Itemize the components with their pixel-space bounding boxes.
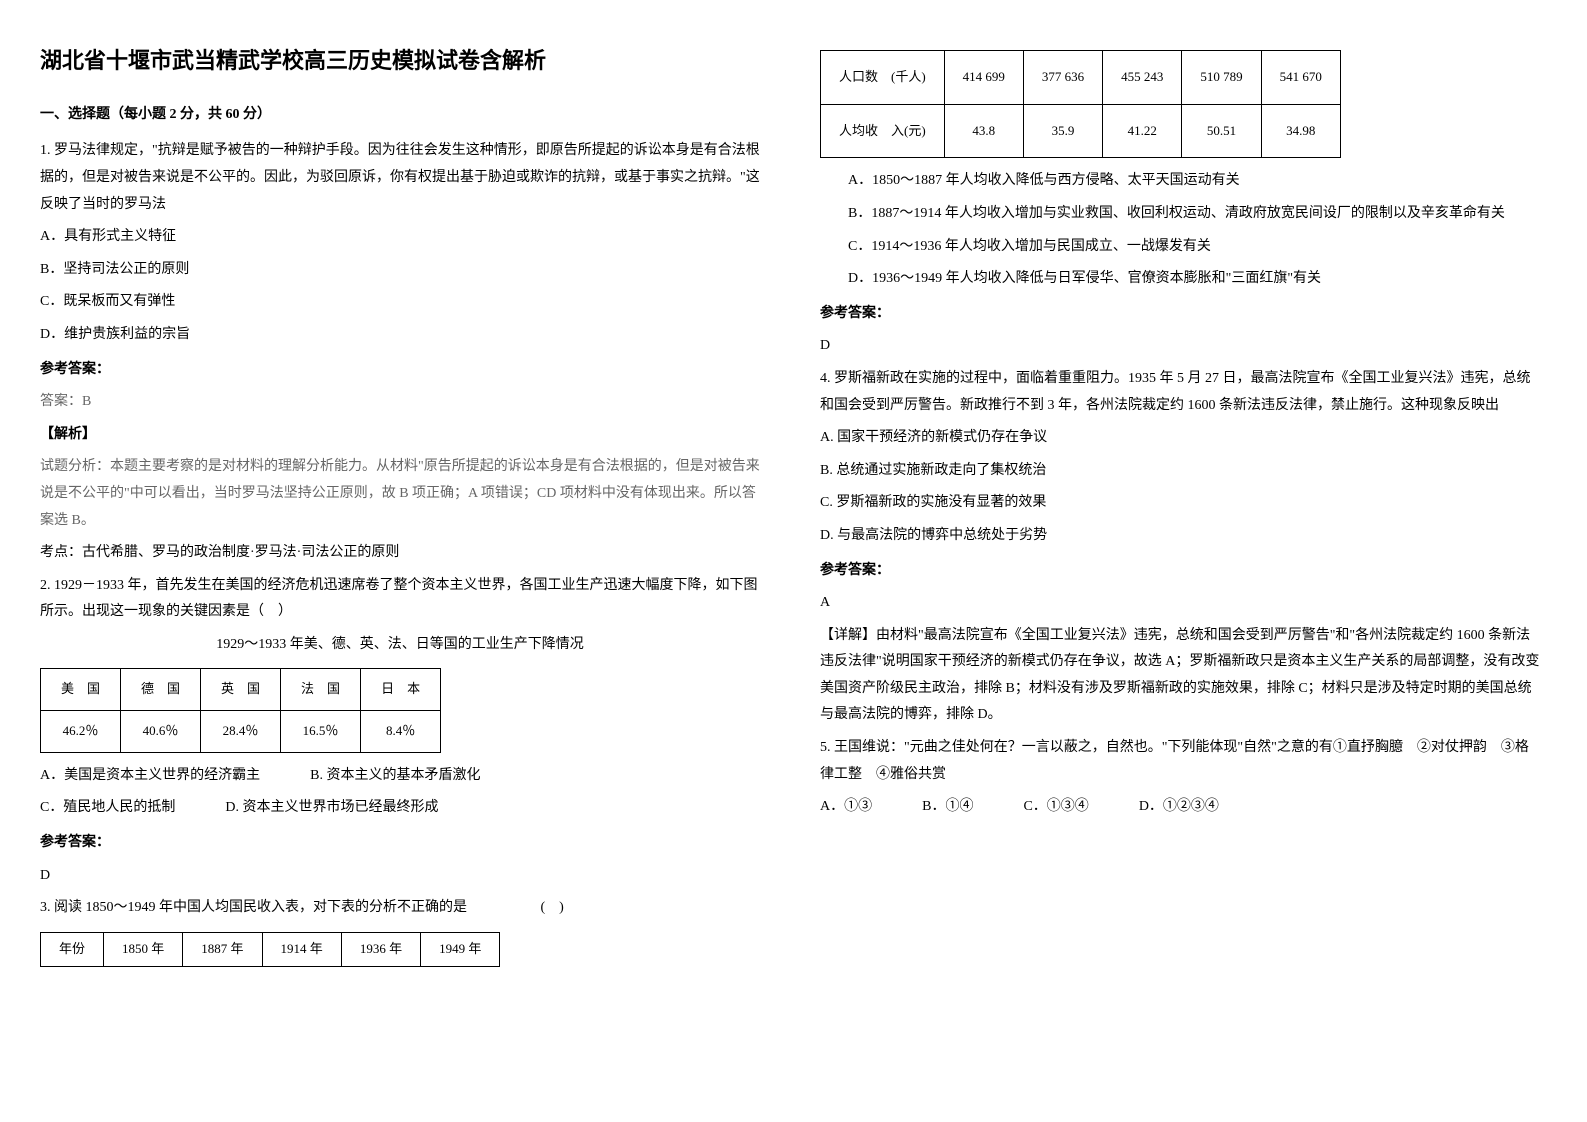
table-cell: 人口数 (千人) <box>821 51 945 105</box>
q2-table-title: 1929～1933 年美、德、英、法、日等国的工业生产下降情况 <box>40 632 760 659</box>
q2-option-a: A．美国是资本主义世界的经济霸主 <box>40 763 260 790</box>
q3-option-a: A．1850～1887 年人均收入降低与西方侵略、太平天国运动有关 <box>820 168 1540 195</box>
q1-parse-label: 【解析】 <box>40 422 760 449</box>
table-cell: 1936 年 <box>341 932 420 966</box>
q4-option-a: A. 国家干预经济的新模式仍存在争议 <box>820 425 1540 452</box>
q1-option-c: C．既呆板而又有弹性 <box>40 289 760 316</box>
q1-option-a: A．具有形式主义特征 <box>40 224 760 251</box>
section-title: 一、选择题（每小题 2 分，共 60 分） <box>40 102 760 129</box>
table-cell: 法 国 <box>281 669 361 711</box>
q2-option-d: D. 资本主义世界市场已经最终形成 <box>225 795 438 822</box>
table-row: 美 国 德 国 英 国 法 国 日 本 <box>41 669 441 711</box>
table-cell: 美 国 <box>41 669 121 711</box>
q4-option-c: C. 罗斯福新政的实施没有显著的效果 <box>820 490 1540 517</box>
q5-option-d: D．①②③④ <box>1139 794 1219 821</box>
table-cell: 455 243 <box>1103 51 1182 105</box>
q1-option-d: D．维护贵族利益的宗旨 <box>40 322 760 349</box>
q1-stem: 1. 罗马法律规定，"抗辩是赋予被告的一种辩护手段。因为往往会发生这种情形，即原… <box>40 138 760 218</box>
q4-answer-label: 参考答案： <box>820 558 1540 585</box>
q3-option-c: C．1914～1936 年人均收入增加与民国成立、一战爆发有关 <box>820 234 1540 261</box>
q3-option-b: B．1887～1914 年人均收入增加与实业救国、收回利权运动、清政府放宽民间设… <box>820 201 1540 228</box>
table-cell: 50.51 <box>1182 104 1261 158</box>
table-cell: 43.8 <box>944 104 1023 158</box>
table-cell: 德 国 <box>121 669 201 711</box>
table-cell: 510 789 <box>1182 51 1261 105</box>
table-cell: 34.98 <box>1261 104 1340 158</box>
q2-options-cd: C．殖民地人民的抵制 D. 资本主义世界市场已经最终形成 <box>40 795 760 822</box>
q5-option-c: C．①③④ <box>1023 794 1088 821</box>
table-row: 46.2％ 40.6％ 28.4％ 16.5％ 8.4％ <box>41 711 441 753</box>
table-row: 人口数 (千人) 414 699 377 636 455 243 510 789… <box>821 51 1341 105</box>
q2-options-ab: A．美国是资本主义世界的经济霸主 B. 资本主义的基本矛盾激化 <box>40 763 760 790</box>
q3-answer-label: 参考答案： <box>820 301 1540 328</box>
table-cell: 541 670 <box>1261 51 1340 105</box>
q2-stem: 2. 1929－1933 年，首先发生在美国的经济危机迅速席卷了整个资本主义世界… <box>40 573 760 626</box>
q3-answer: D <box>820 333 1540 360</box>
table-cell: 40.6％ <box>121 711 201 753</box>
table-cell: 46.2％ <box>41 711 121 753</box>
table-cell: 35.9 <box>1023 104 1102 158</box>
table-cell: 1850 年 <box>104 932 183 966</box>
q3-option-d: D．1936～1949 年人均收入降低与日军侵华、官僚资本膨胀和"三面红旗"有关 <box>820 266 1540 293</box>
q4-answer: A <box>820 590 1540 617</box>
q1-answer-label: 参考答案： <box>40 357 760 384</box>
q3-population-table: 人口数 (千人) 414 699 377 636 455 243 510 789… <box>820 50 1341 158</box>
table-cell: 1887 年 <box>183 932 262 966</box>
exam-title: 湖北省十堰市武当精武学校高三历史模拟试卷含解析 <box>40 40 760 82</box>
table-row: 人均收 入(元) 43.8 35.9 41.22 50.51 34.98 <box>821 104 1341 158</box>
q4-option-d: D. 与最高法院的博弈中总统处于劣势 <box>820 523 1540 550</box>
table-cell: 1949 年 <box>421 932 500 966</box>
q5-option-a: A．①③ <box>820 794 872 821</box>
q1-option-b: B．坚持司法公正的原则 <box>40 257 760 284</box>
left-column: 湖北省十堰市武当精武学校高三历史模拟试卷含解析 一、选择题（每小题 2 分，共 … <box>40 40 760 977</box>
table-cell: 日 本 <box>361 669 441 711</box>
table-row: 年份 1850 年 1887 年 1914 年 1936 年 1949 年 <box>41 932 500 966</box>
table-cell: 人均收 入(元) <box>821 104 945 158</box>
q3-stem: 3. 阅读 1850～1949 年中国人均国民收入表，对下表的分析不正确的是 (… <box>40 895 760 922</box>
table-cell: 414 699 <box>944 51 1023 105</box>
q2-answer: D <box>40 863 760 890</box>
table-cell: 8.4％ <box>361 711 441 753</box>
table-cell: 28.4％ <box>201 711 281 753</box>
table-cell: 16.5％ <box>281 711 361 753</box>
q2-answer-label: 参考答案： <box>40 830 760 857</box>
q2-option-c: C．殖民地人民的抵制 <box>40 795 175 822</box>
q2-option-b: B. 资本主义的基本矛盾激化 <box>310 763 480 790</box>
table-cell: 41.22 <box>1103 104 1182 158</box>
q5-option-b: B．①④ <box>922 794 973 821</box>
q5-stem: 5. 王国维说："元曲之佳处何在？一言以蔽之，自然也。"下列能体现"自然"之意的… <box>820 735 1540 788</box>
right-column: 人口数 (千人) 414 699 377 636 455 243 510 789… <box>820 40 1540 977</box>
q1-point: 考点：古代希腊、罗马的政治制度·罗马法·司法公正的原则 <box>40 540 760 567</box>
q1-answer: 答案：B <box>40 389 760 416</box>
q4-parse: 【详解】由材料"最高法院宣布《全国工业复兴法》违宪，总统和国会受到严厉警告"和"… <box>820 623 1540 729</box>
q3-year-table: 年份 1850 年 1887 年 1914 年 1936 年 1949 年 <box>40 932 500 967</box>
q5-options: A．①③ B．①④ C．①③④ D．①②③④ <box>820 794 1540 821</box>
q1-parse: 试题分析：本题主要考察的是对材料的理解分析能力。从材料"原告所提起的诉讼本身是有… <box>40 454 760 534</box>
q4-option-b: B. 总统通过实施新政走向了集权统治 <box>820 458 1540 485</box>
q4-stem: 4. 罗斯福新政在实施的过程中，面临着重重阻力。1935 年 5 月 27 日，… <box>820 366 1540 419</box>
table-cell: 英 国 <box>201 669 281 711</box>
q2-table: 美 国 德 国 英 国 法 国 日 本 46.2％ 40.6％ 28.4％ 16… <box>40 668 441 752</box>
table-cell: 1914 年 <box>262 932 341 966</box>
table-cell: 377 636 <box>1023 51 1102 105</box>
table-cell: 年份 <box>41 932 104 966</box>
